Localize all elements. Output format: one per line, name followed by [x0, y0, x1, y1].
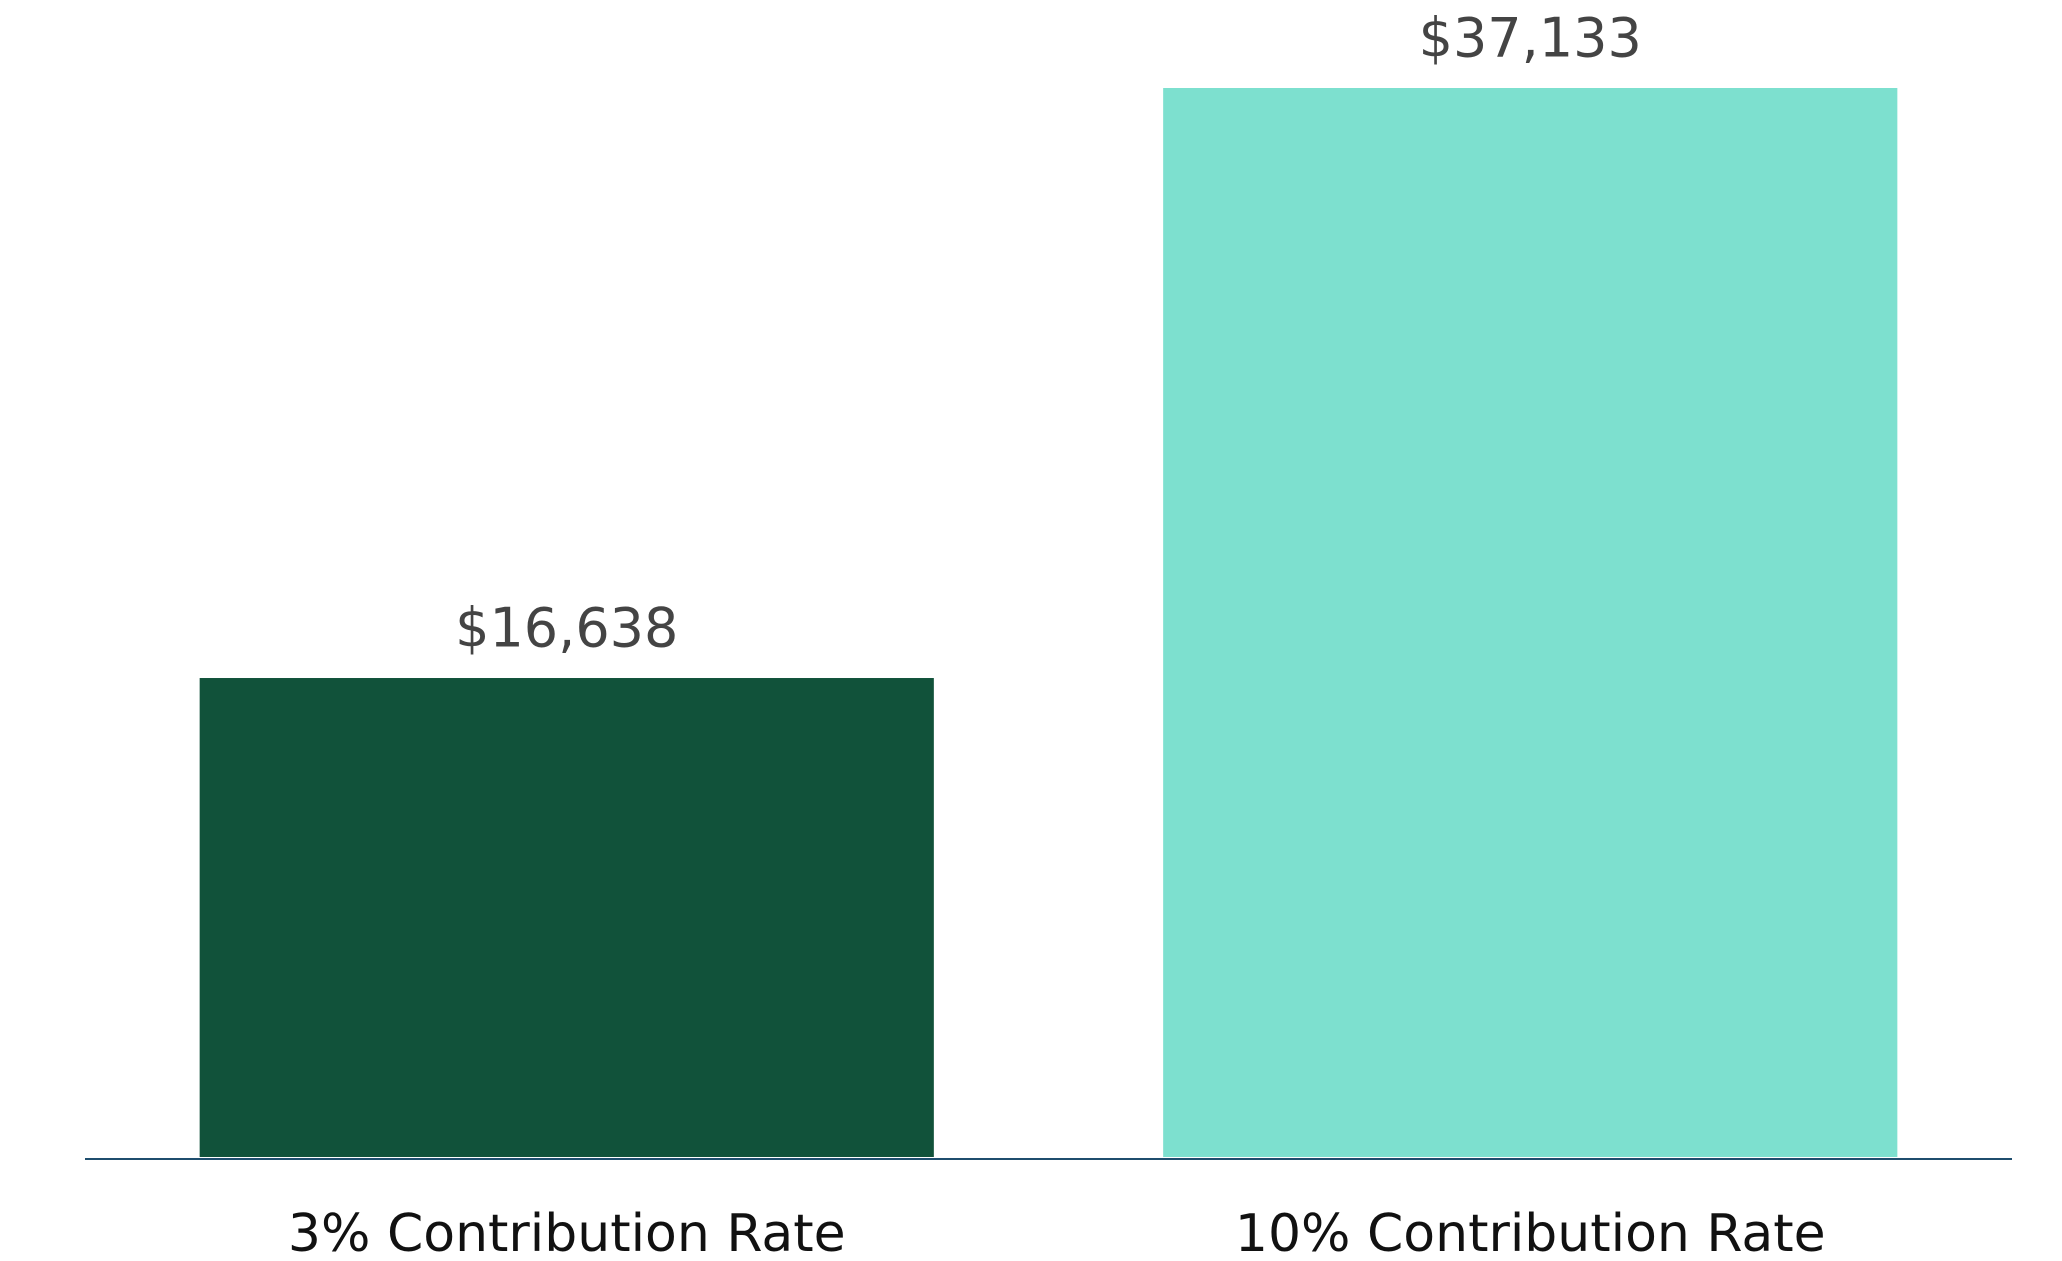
value-label: $37,133: [1419, 7, 1642, 70]
value-label: $16,638: [455, 597, 678, 660]
x-tick-label: 3% Contribution Rate: [288, 1204, 846, 1261]
bar: [1163, 88, 1898, 1157]
bar: [199, 678, 934, 1157]
x-tick-label: 10% Contribution Rate: [1235, 1204, 1826, 1261]
